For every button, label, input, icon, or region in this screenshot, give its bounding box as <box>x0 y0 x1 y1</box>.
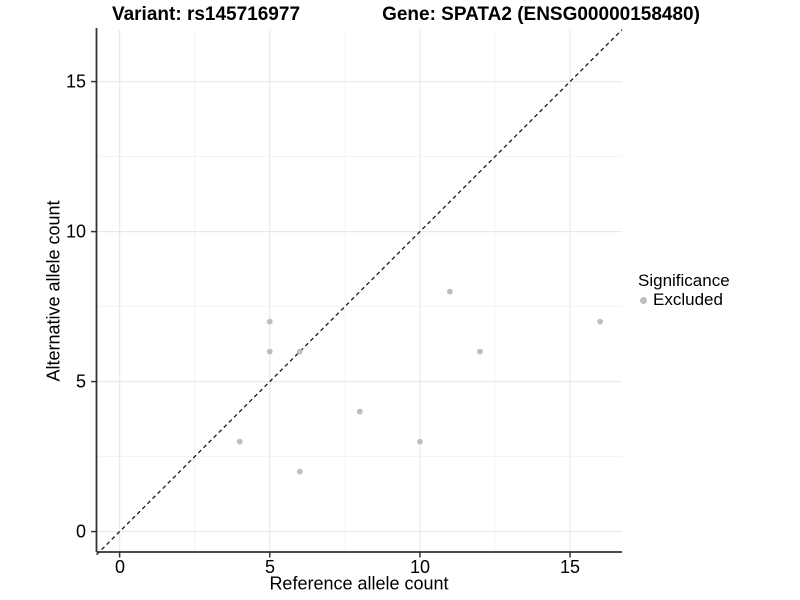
legend-title: Significance <box>638 271 730 290</box>
y-axis-title: Alternative allele count <box>43 200 64 382</box>
data-point <box>356 408 363 415</box>
y-tick-label-5: 5 <box>75 371 86 392</box>
x-tick-label-5: 5 <box>264 557 276 577</box>
y-tick-label-15: 15 <box>65 71 86 92</box>
data-point <box>266 318 273 325</box>
data-point <box>296 348 303 355</box>
legend-point-swatch <box>640 296 647 304</box>
data-point <box>417 438 423 445</box>
data-point <box>447 288 453 295</box>
legend-item-label: Excluded <box>653 290 723 309</box>
x-tick-label-15: 15 <box>559 557 581 577</box>
data-point <box>597 318 603 325</box>
y-tick-label-0: 0 <box>75 521 86 542</box>
x-axis-title: Reference allele count <box>269 573 449 594</box>
data-point <box>266 348 273 355</box>
x-tick-label-10: 10 <box>409 557 431 577</box>
x-tick-label-0: 0 <box>114 557 126 577</box>
plot-title-variant: Variant: rs145716977 <box>111 4 301 25</box>
legend-item-excluded: Excluded <box>640 290 723 310</box>
data-point <box>236 438 243 445</box>
data-point <box>296 468 303 475</box>
y-tick-label-10: 10 <box>65 221 86 242</box>
plot-title-gene: Gene: SPATA2 (ENSG00000158480) <box>382 4 700 25</box>
identity-dashed-line <box>96 29 623 556</box>
data-point <box>477 348 483 355</box>
